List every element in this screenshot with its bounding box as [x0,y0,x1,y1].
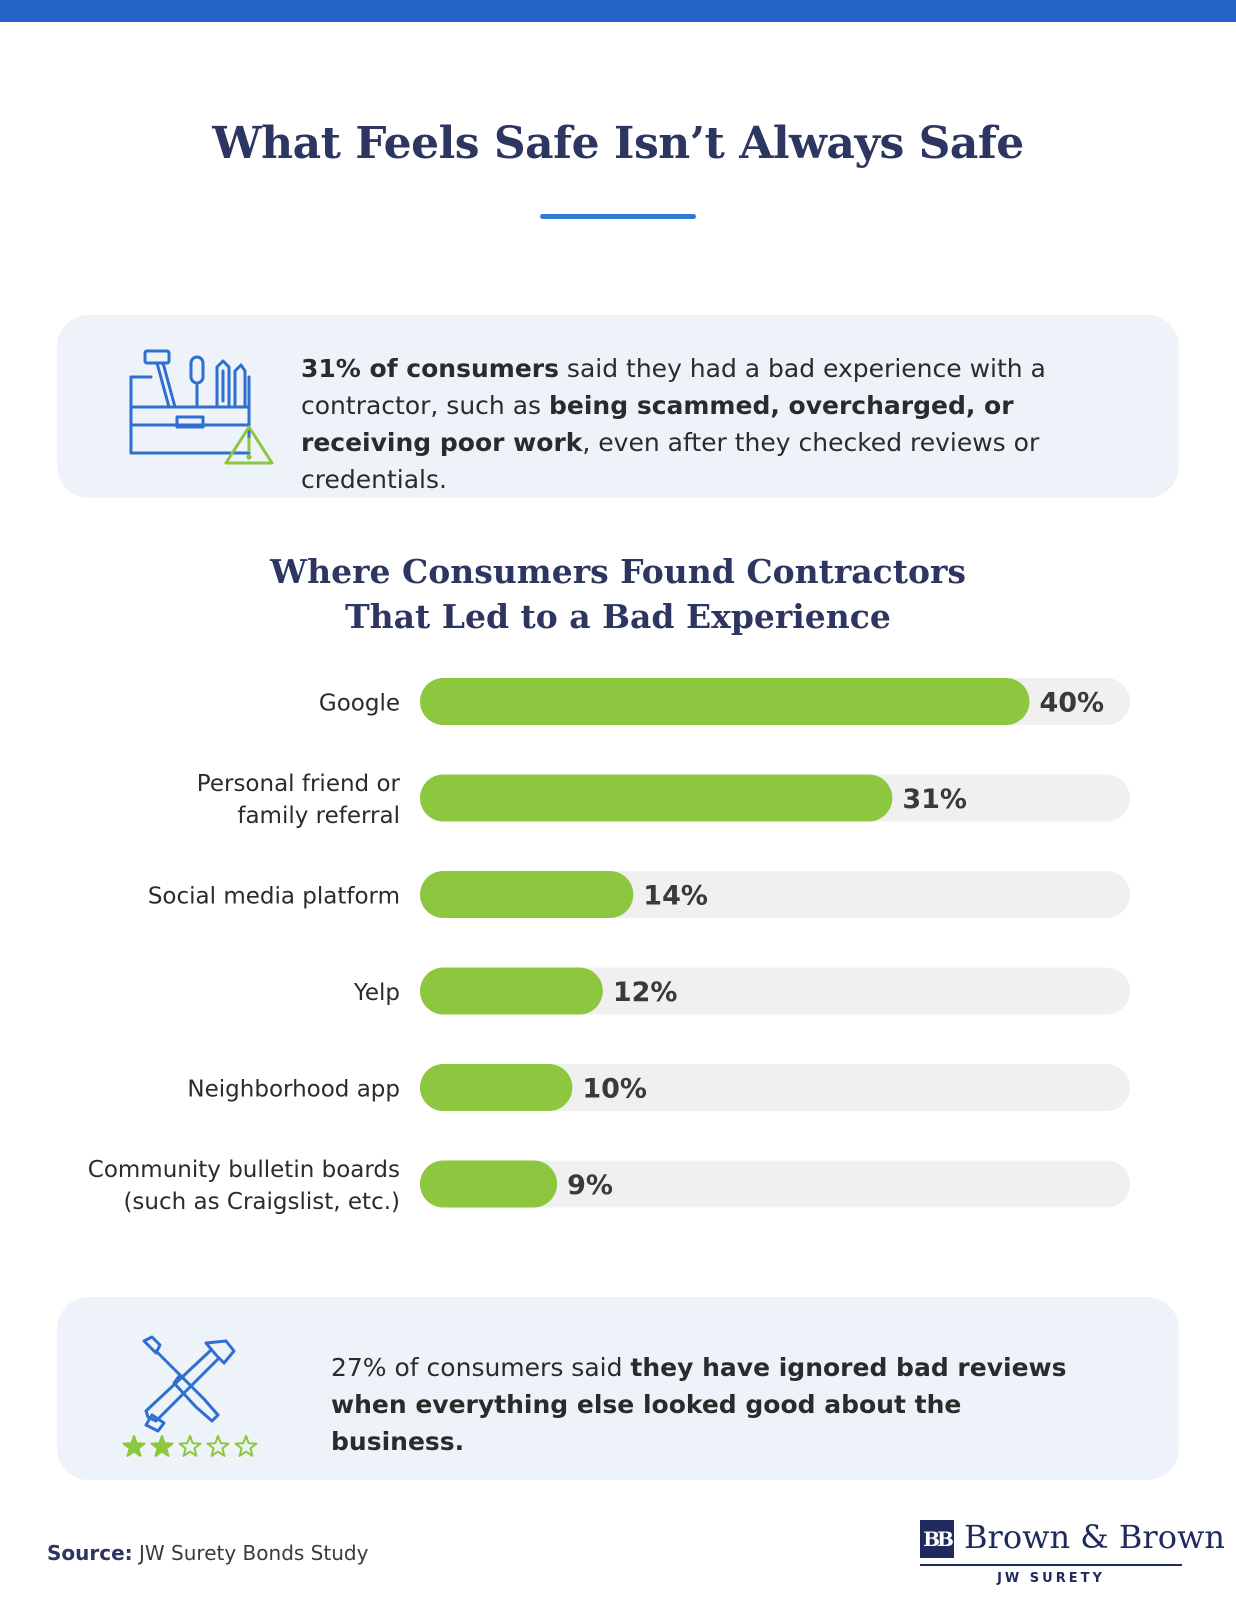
category-label: Personal friend or [197,771,401,797]
bar-value-label: 14% [643,881,708,912]
tools-rating-icon [122,1333,267,1457]
logo-name: Brown & Brown [964,1518,1225,1556]
stat-text-ignored-reviews: 27% of consumers said they have ignored … [331,1353,1067,1456]
bar-track [420,967,1130,1015]
toolbox-warning-icon [127,341,277,466]
chart-title-line-2: That Led to a Bad Experience [345,597,891,636]
chart-title-line-1: Where Consumers Found Contractors [270,552,966,591]
category-label: Social media platform [148,884,400,910]
star-rating [122,1435,258,1457]
bar-value-label: 40% [1039,688,1104,719]
star-empty-icon [234,1435,258,1457]
bar-value-label: 12% [613,977,678,1008]
logo-divider [920,1564,1182,1566]
top-accent-bar [0,0,1236,22]
source-note: Source: JW Surety Bonds Study [47,1541,369,1565]
stat-text-bad-experience: 31% of consumers said they had a bad exp… [301,354,1046,494]
category-label: Yelp [353,980,400,1006]
chart-title: Where Consumers Found Contractors That L… [0,549,1236,639]
bar-value-label: 31% [902,784,967,815]
bar-track [420,1160,1130,1208]
bar [420,1160,558,1208]
logo-subtitle: JW SURETY [997,1571,1105,1586]
star-empty-icon [206,1435,230,1457]
page-title: What Feels Safe Isn’t Always Safe [212,118,1024,169]
bar [420,967,603,1015]
bar [420,678,1030,725]
title-underline [540,214,696,219]
bar [420,1064,573,1111]
star-empty-icon [178,1435,202,1457]
bar-track [420,871,1130,918]
category-label: family referral [237,803,400,829]
category-label: Community bulletin boards [88,1157,400,1183]
bar [420,774,893,822]
star-filled-icon [150,1435,174,1457]
bar-track [420,774,1130,822]
bar-track [420,678,1130,725]
stat-card-bad-experience: 31% of consumers said they had a bad exp… [57,315,1179,498]
category-label: Neighborhood app [187,1077,400,1103]
bar [420,871,634,918]
category-label: Google [319,691,400,717]
stat-card-ignored-reviews: 27% of consumers said they have ignored … [57,1297,1179,1480]
logo-mark: BB [920,1520,954,1558]
category-label: (such as Craigslist, etc.) [123,1189,400,1215]
star-filled-icon [122,1435,146,1457]
bar-value-label: 9% [567,1170,613,1201]
bar-value-label: 10% [582,1074,647,1105]
brown-and-brown-logo: BB Brown & Brown JW SURETY [920,1518,1225,1586]
bar-track [420,1064,1130,1111]
